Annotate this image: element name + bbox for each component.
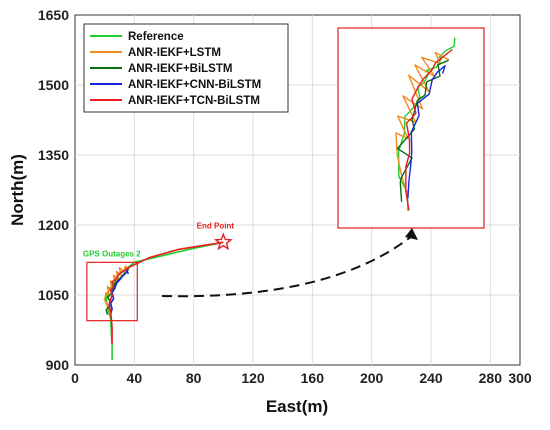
x-tick-label: 280	[479, 370, 503, 386]
y-tick-label: 1650	[38, 7, 69, 23]
annotations: End Point GPS Outages 2	[83, 221, 418, 298]
inset-series-line	[396, 59, 450, 202]
inset-series-line	[405, 48, 453, 211]
y-tick-label: 900	[46, 357, 70, 373]
gps-outages-label: GPS Outages 2	[83, 249, 141, 258]
legend-entry: ANR-IEKF+LSTM	[128, 47, 221, 59]
x-tick-label: 80	[186, 370, 202, 386]
y-tick-label: 1350	[38, 147, 69, 163]
y-axis-label: North(m)	[8, 154, 27, 226]
inset-series-line	[395, 51, 449, 197]
y-axis-ticks: 900 1050 1200 1350 1500 1650	[38, 7, 69, 373]
series-line	[109, 269, 130, 314]
x-axis-label: East(m)	[266, 397, 328, 416]
y-tick-label: 1200	[38, 217, 69, 233]
zoom-source-box	[86, 261, 138, 322]
x-axis-ticks: 0 40 80 120 160 200 240 280 300	[71, 370, 532, 386]
legend-entry: Reference	[128, 31, 184, 43]
end-point-star	[213, 232, 233, 251]
legend-entry: ANR-IEKF+TCN-BiLSTM	[128, 95, 260, 107]
series-line	[108, 241, 224, 344]
inset-series-line	[407, 64, 446, 199]
legend: Reference ANR-IEKF+LSTM ANR-IEKF+BiLSTM ANR…	[83, 23, 289, 113]
legend-entry: ANR-IEKF+CNN-BiLSTM	[128, 79, 261, 91]
y-tick-label: 1050	[38, 287, 69, 303]
legend-entry: ANR-IEKF+BiLSTM	[128, 63, 232, 75]
zoom-box	[86, 261, 138, 322]
x-tick-label: 40	[127, 370, 143, 386]
x-tick-label: 300	[508, 370, 532, 386]
inset-plot	[337, 27, 485, 229]
x-tick-label: 240	[419, 370, 443, 386]
x-tick-label: 120	[241, 370, 265, 386]
x-tick-label: 160	[301, 370, 325, 386]
x-tick-label: 200	[360, 370, 384, 386]
series-lines	[103, 241, 224, 361]
zoom-arrow-head	[405, 228, 418, 240]
y-tick-label: 1500	[38, 77, 69, 93]
end-point-label: End Point	[197, 221, 235, 230]
x-tick-label: 0	[71, 370, 79, 386]
inset-box	[337, 27, 485, 229]
zoom-arrow	[161, 235, 413, 298]
